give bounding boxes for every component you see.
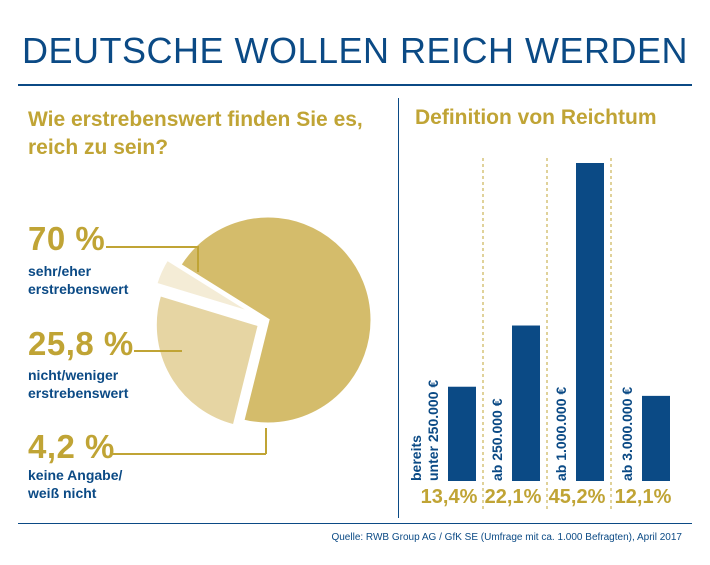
bar-chart xyxy=(448,158,670,512)
slice-2-percent: 25,8 % xyxy=(28,325,134,362)
slice-2-desc-line2: erstrebenswert xyxy=(28,385,129,401)
bar-category-label-4: ab 3.000.000 € xyxy=(619,387,636,481)
bar-value-label-4: 12,1% xyxy=(614,486,672,508)
slice-3-description: keine Angabe/ weiß nicht xyxy=(28,466,122,502)
bar-2 xyxy=(512,325,540,481)
bar-value-label-1: 13,4% xyxy=(420,486,478,508)
pie-slice-2 xyxy=(153,292,262,428)
bar-category-label-2: ab 250.000 € xyxy=(489,398,506,481)
bar-1 xyxy=(448,386,476,481)
bar-category-line: ab 250.000 € xyxy=(489,398,505,481)
slice-2-leader xyxy=(134,350,182,352)
slice-2-description: nicht/weniger erstrebenswert xyxy=(28,366,128,402)
bar-chart-title: Definition von Reichtum xyxy=(415,106,657,129)
pie-chart-title: Wie erstrebenswert finden Sie es, reich … xyxy=(28,108,363,159)
slice-3-desc-line2: weiß nicht xyxy=(28,485,97,501)
bar-3 xyxy=(576,163,604,481)
bar-category-line: unter 250.000 € xyxy=(425,379,441,481)
slice-1-desc-line1: sehr/eher xyxy=(28,263,92,279)
slice-1-percent: 70 % xyxy=(28,220,106,257)
slice-1-leader xyxy=(106,246,198,248)
source-note: Quelle: RWB Group AG / GfK SE (Umfrage m… xyxy=(331,532,682,543)
slice-3-desc-line1: keine Angabe/ xyxy=(28,467,123,483)
bar-category-line: bereits xyxy=(408,435,424,481)
title-divider xyxy=(18,84,692,86)
slice-2-desc-line1: nicht/weniger xyxy=(28,367,119,383)
bar-4 xyxy=(642,395,670,481)
bar-value-label-3: 45,2% xyxy=(548,486,606,508)
bar-category-line: ab 1.000.000 € xyxy=(553,386,569,481)
pie-slice-1 xyxy=(177,214,374,426)
bar-category-label-3: ab 1.000.000 € xyxy=(553,387,570,481)
slice-3-percent: 4,2 % xyxy=(28,428,115,465)
slice-1-description: sehr/eher erstrebenswert xyxy=(28,262,128,298)
bar-category-label-1: bereits unter 250.000 € xyxy=(408,380,442,481)
slice-1-desc-line2: erstrebenswert xyxy=(28,281,129,297)
pie-chart xyxy=(153,214,374,454)
slice-3-leader xyxy=(112,453,266,455)
bar-value-label-2: 22,1% xyxy=(484,486,542,508)
page-title: DEUTSCHE WOLLEN REICH WERDEN xyxy=(21,30,689,71)
footer-divider xyxy=(18,523,692,524)
column-divider xyxy=(398,98,399,518)
bar-category-line: ab 3.000.000 € xyxy=(619,386,635,481)
pie-slice-3 xyxy=(153,257,257,316)
